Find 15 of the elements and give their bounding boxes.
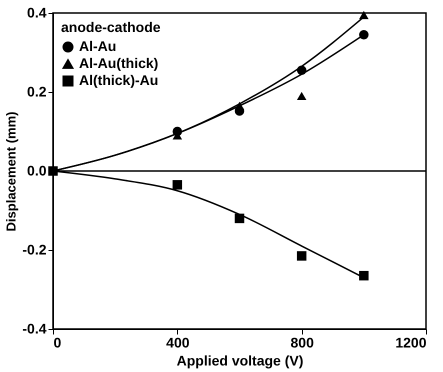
y-axis-title: Displacement (mm) xyxy=(3,112,18,232)
x-axis-title: Applied voltage (V) xyxy=(176,352,304,368)
legend-title: anode-cathode xyxy=(61,19,161,35)
y-tick-label: 0.2 xyxy=(27,84,47,100)
x-tick-label: 0 xyxy=(54,334,62,350)
y-tick-label: 0.0 xyxy=(27,162,47,178)
legend-label: Al-Au xyxy=(79,38,116,54)
y-tick-label: 0.4 xyxy=(27,4,47,20)
x-tick-label: 400 xyxy=(166,334,190,350)
x-tick-label: 1200 xyxy=(395,334,427,350)
y-tick-label: -0.4 xyxy=(22,320,47,336)
x-tick-label: 800 xyxy=(290,334,314,350)
y-tick-label: -0.2 xyxy=(22,242,47,258)
legend-label: Al-Au(thick) xyxy=(79,55,158,71)
legend-label: Al(thick)-Au xyxy=(79,72,158,88)
